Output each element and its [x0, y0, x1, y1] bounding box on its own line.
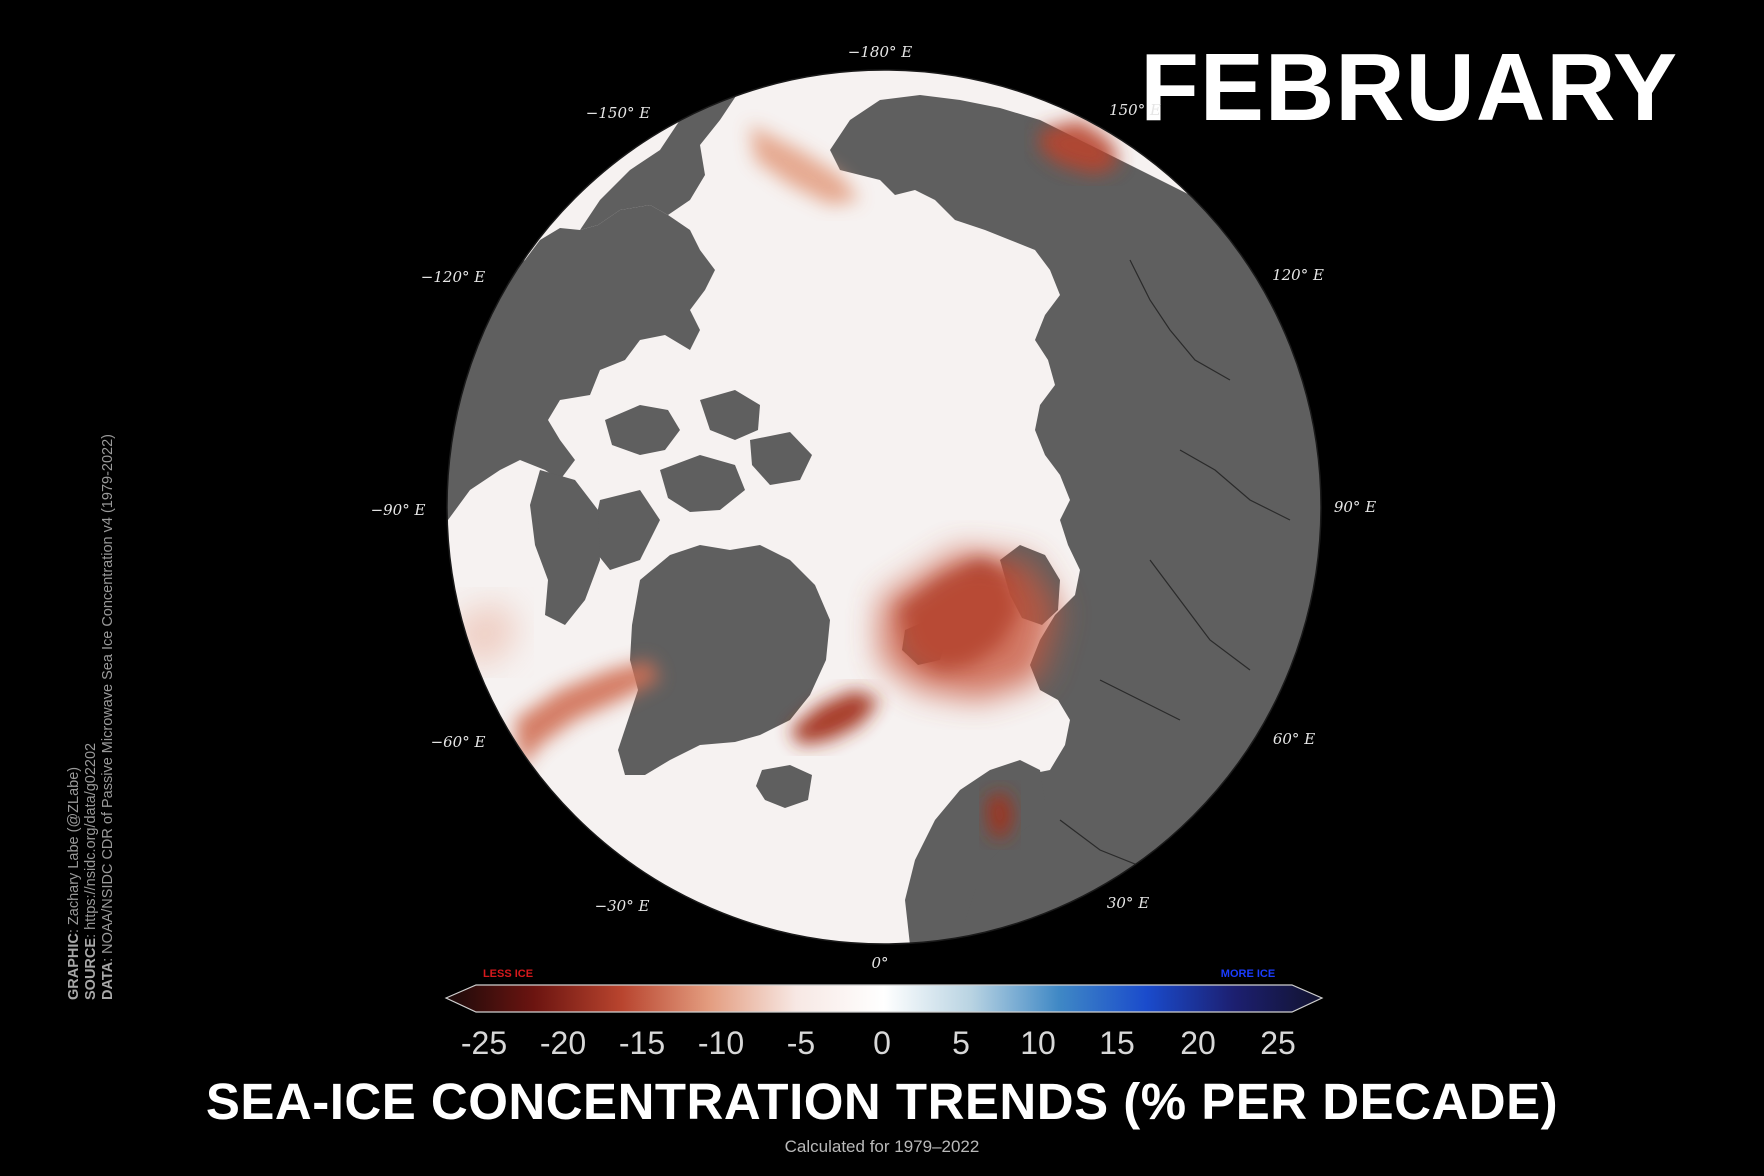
- lon-label-se: 60° E: [1272, 730, 1316, 748]
- trend-baltic-sea: [985, 790, 1015, 840]
- colorbar-tick: 10: [1020, 1025, 1056, 1061]
- credit-graphic: GRAPHIC: Zachary Labe (@ZLabe): [66, 434, 83, 1000]
- colorbar-tick: -10: [697, 1025, 745, 1061]
- credit-graphic-text: : Zachary Labe (@ZLabe): [66, 766, 82, 934]
- colorbar-tick: 20: [1180, 1025, 1216, 1061]
- land-archipelago-5: [590, 490, 660, 570]
- colorbar-tick: -20: [539, 1025, 587, 1061]
- land-eurasia: [830, 95, 1321, 944]
- main-title: SEA-ICE CONCENTRATION TRENDS (% PER DECA…: [205, 1073, 1559, 1130]
- subtitle: Calculated for 1979–2022: [784, 1137, 980, 1156]
- trend-okhotsk-sea: [1040, 120, 1120, 175]
- credit-source-key: SOURCE: [83, 937, 99, 1000]
- map-boundary: [446, 69, 1322, 945]
- colorbar: [444, 984, 1324, 1013]
- colorbar-tick: 25: [1260, 1025, 1296, 1061]
- month-title: FEBRUARY: [1140, 34, 1678, 141]
- lon-label-sw: −60° E: [430, 733, 486, 751]
- colorbar-tick: -15: [618, 1025, 666, 1061]
- credit-source-text: : https://nsidc.org/data/g02202: [83, 742, 99, 938]
- lon-label-nnw: −150° E: [585, 104, 651, 122]
- colorbar-tick: -5: [786, 1025, 816, 1061]
- lon-label-north: −180° E: [847, 43, 913, 61]
- land-north-america: [447, 205, 715, 560]
- trend-greenland-sea: [790, 690, 880, 745]
- credit-data-text: : NOAA/NSIDC CDR of Passive Microwave Se…: [100, 434, 116, 962]
- land-archipelago-3: [700, 390, 760, 440]
- land-iceland: [756, 765, 812, 808]
- trend-shading: [450, 120, 1120, 840]
- trend-barents-edge: [880, 550, 1060, 700]
- lon-label-w: −90° E: [370, 501, 426, 519]
- rivers: [1059, 259, 1291, 871]
- lon-label-south: 0°: [871, 954, 889, 972]
- colorbar-tick: 0: [873, 1025, 891, 1061]
- more-ice-label: MORE ICE: [1220, 968, 1276, 980]
- less-ice-label: LESS ICE: [482, 968, 534, 980]
- colorbar-bar: [444, 984, 1324, 1013]
- colorbar-tick: -25: [460, 1025, 508, 1061]
- map-disc: [447, 70, 1321, 944]
- land-alaska: [580, 85, 740, 230]
- land-archipelago-2: [660, 455, 745, 512]
- credit-data-key: DATA: [100, 961, 116, 1000]
- land-greenland: [618, 545, 830, 775]
- trend-bering-sea: [750, 125, 860, 205]
- credit-source: SOURCE: https://nsidc.org/data/g02202: [83, 434, 100, 1000]
- credits: GRAPHIC: Zachary Labe (@ZLabe) SOURCE: h…: [66, 434, 117, 1000]
- lon-label-sse: 30° E: [1106, 894, 1150, 912]
- lon-label-nne: 150° E: [1109, 101, 1161, 119]
- trend-labrador-sea: [515, 660, 660, 770]
- land-archipelago-1: [605, 405, 680, 455]
- colorbar-tick: 5: [952, 1025, 970, 1061]
- lon-label-e: 90° E: [1333, 498, 1377, 516]
- lon-label-ne: 120° E: [1272, 266, 1324, 284]
- credit-graphic-key: GRAPHIC: [66, 933, 82, 1000]
- land-archipelago-4: [750, 432, 812, 485]
- land-baffin: [530, 470, 600, 625]
- credit-data: DATA: NOAA/NSIDC CDR of Passive Microwav…: [100, 434, 117, 1000]
- lon-label-ssw: −30° E: [594, 897, 650, 915]
- lon-label-nw: −120° E: [420, 268, 486, 286]
- colorbar-tick: 15: [1099, 1025, 1135, 1061]
